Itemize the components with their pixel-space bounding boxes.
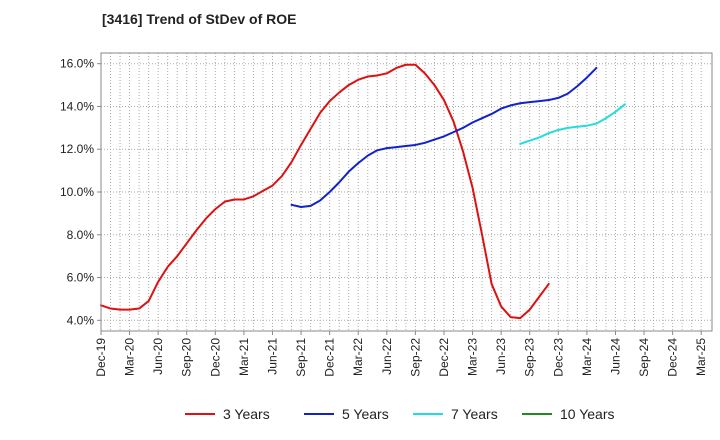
x-tick-label: Sep-22 [408, 338, 422, 377]
series-lines [100, 63, 626, 320]
y-tick-label: 16.0% [60, 57, 94, 71]
x-tick-label: Dec-19 [94, 338, 108, 377]
x-tick-label: Mar-24 [580, 338, 594, 376]
x-tick-label: Sep-24 [637, 338, 651, 377]
x-tick-label: Sep-23 [523, 338, 537, 377]
legend-label: 3 Years [223, 406, 270, 422]
legend-label: 7 Years [451, 406, 498, 422]
y-tick-label: 10.0% [60, 185, 94, 199]
x-tick-label: Sep-20 [180, 338, 194, 377]
legend-label: 5 Years [342, 406, 389, 422]
y-tick-labels: 4.0% 6.0% 8.0% 10.0% 12.0% 14.0% 16.0% [60, 57, 94, 328]
x-tick-label: Sep-21 [294, 338, 308, 377]
x-tick-label: Dec-21 [323, 338, 337, 377]
x-tick-label: Jun-23 [494, 338, 508, 375]
plot-area-border [100, 52, 713, 332]
series-line-7-years [519, 103, 626, 145]
x-tick-label: Jun-22 [380, 338, 394, 375]
series-line-3-years [100, 63, 550, 320]
x-tick-label: Dec-24 [666, 338, 680, 377]
axes [97, 63, 702, 335]
x-tick-label: Dec-23 [551, 338, 565, 377]
y-tick-label: 14.0% [60, 99, 94, 113]
legend-label: 10 Years [560, 406, 615, 422]
x-tick-label: Dec-20 [208, 338, 222, 377]
y-tick-label: 6.0% [67, 271, 95, 285]
series-line-5-years [290, 66, 598, 208]
legend: 3 Years 5 Years 7 Years 10 Years [185, 406, 615, 422]
y-tick-label: 4.0% [67, 313, 95, 327]
y-tick-label: 8.0% [67, 228, 95, 242]
x-tick-label: Jun-24 [608, 338, 622, 375]
x-tick-label: Mar-23 [466, 338, 480, 376]
x-tick-label: Mar-25 [694, 338, 708, 376]
y-tick-label: 12.0% [60, 142, 94, 156]
x-tick-label: Jun-21 [265, 338, 279, 375]
grid-lines [100, 53, 712, 331]
x-tick-labels: Dec-19 Mar-20 Jun-20 Sep-20 Dec-20 Mar-21 Jun-… [94, 338, 708, 377]
x-tick-label: Mar-21 [237, 338, 251, 376]
x-tick-label: Mar-22 [351, 338, 365, 376]
x-tick-label: Dec-22 [437, 338, 451, 377]
x-tick-label: Mar-20 [123, 338, 137, 376]
chart-title: [3416] Trend of StDev of ROE [102, 11, 296, 27]
plot-area-bg [101, 53, 712, 331]
x-tick-label: Jun-20 [151, 338, 165, 375]
